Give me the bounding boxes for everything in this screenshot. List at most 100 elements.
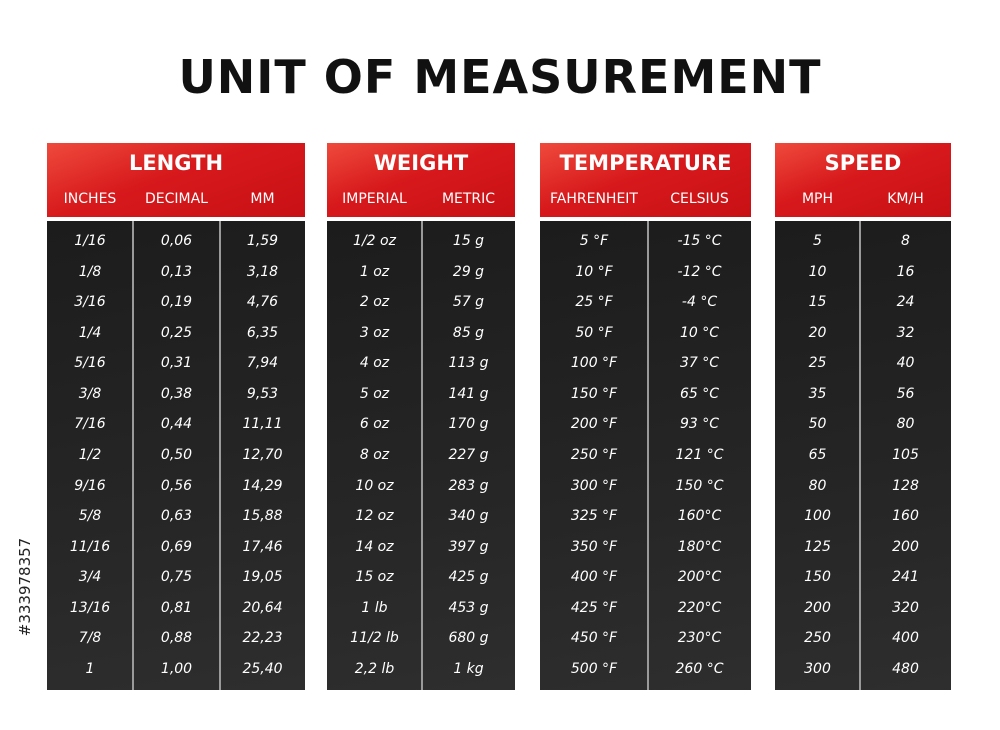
cell: 10 oz [355, 477, 394, 494]
cell: 397 g [448, 538, 489, 555]
cell: 1/2 [78, 446, 102, 463]
cell: 1,59 [246, 233, 279, 249]
cell: 1,00 [160, 660, 193, 677]
cell: 200 °F [570, 416, 618, 433]
cell: 10 °F [575, 263, 613, 280]
cell: 10 [808, 263, 827, 280]
cell: 500 °F [570, 660, 618, 677]
cell: 35 [808, 385, 827, 402]
cell: 15 g [452, 233, 485, 249]
cell: 65 °C [679, 385, 720, 402]
column-header: MPH [801, 191, 834, 207]
cell: 121 °C [675, 446, 724, 463]
cell: 680 g [448, 630, 489, 647]
cell: 7,94 [246, 355, 279, 372]
cell: 1 oz [359, 263, 390, 280]
cell: 0,38 [160, 385, 193, 402]
cell: 150 [804, 569, 831, 586]
table-header: SPEED MPH KM/H [775, 143, 951, 217]
page-title: UNIT OF MEASUREMENT [178, 50, 822, 104]
cell: 300 [804, 660, 831, 677]
column-header: MM [250, 191, 275, 207]
cell: 480 [892, 660, 919, 677]
cell: 20 [808, 324, 827, 341]
cell: 0,50 [160, 446, 193, 463]
cell: 5 [813, 233, 822, 249]
cell: 7/16 [74, 416, 106, 433]
cell: 2,2 lb [354, 660, 395, 677]
cell: 200 [804, 599, 831, 616]
cell: 260 °C [675, 660, 724, 677]
table: TEMPERATURE FAHRENHEIT CELSIUS 5 °F -15 °C 10… [540, 143, 751, 690]
cell: 128 [892, 477, 919, 494]
cell: 9,53 [246, 385, 279, 402]
cell: 1/2 oz [353, 233, 396, 249]
cell: 113 g [448, 355, 489, 372]
cell: 3/4 [78, 569, 102, 586]
cell: 250 [804, 630, 831, 647]
cell: 400 [892, 630, 919, 647]
table-header: LENGTH INCHES DECIMAL MM [47, 143, 305, 217]
table-body: 5 8 10 16 15 24 20 32 25 40 35 56 50 80 65 105 80 128 100 1… [775, 221, 951, 690]
cell: 425 g [448, 569, 489, 586]
cell: 6 oz [359, 416, 390, 433]
cell: 450 °F [570, 630, 618, 647]
column-header: METRIC [441, 191, 496, 207]
column-header: KM/H [887, 191, 924, 207]
cell: 170 g [448, 416, 489, 433]
cell: 150 °F [570, 385, 618, 402]
cell: 180°C [677, 538, 722, 555]
cell: 50 [808, 416, 827, 433]
cell: -15 °C [677, 233, 722, 249]
cell: 57 g [452, 294, 485, 311]
table-header: TEMPERATURE FAHRENHEIT CELSIUS [540, 143, 751, 217]
column-divider [421, 221, 423, 690]
cell: 16 [896, 263, 915, 280]
table-body: 1/2 oz 15 g 1 oz 29 g 2 oz 57 g 3 oz 85 g 4 oz 11… [327, 221, 515, 690]
cell: 320 [892, 599, 919, 616]
cell: 100 [804, 508, 831, 525]
cell: 1/4 [78, 324, 102, 341]
cell: 20,64 [242, 599, 283, 616]
cell: 0,69 [160, 538, 193, 555]
column-divider [219, 221, 221, 690]
cell: 325 °F [570, 508, 618, 525]
cell: 11/16 [69, 538, 111, 555]
column-divider [859, 221, 861, 690]
cell: 65 [808, 446, 827, 463]
table-title: TEMPERATURE [559, 151, 732, 175]
cell: 5 °F [579, 233, 609, 249]
table: SPEED MPH KM/H 5 8 10 16 15 24 20 32 25 40 35 56 50 80 65… [775, 143, 951, 690]
cell: 241 [892, 569, 919, 586]
cell: 14 oz [355, 538, 394, 555]
cell: 200 [892, 538, 919, 555]
cell: 0,56 [160, 477, 193, 494]
cell: 93 °C [679, 416, 720, 433]
cell: 12 oz [355, 508, 394, 525]
cell: 32 [896, 324, 915, 341]
cell: 0,63 [160, 508, 193, 525]
cell: 11/2 lb [350, 630, 399, 647]
table-header: WEIGHT IMPERIAL METRIC [327, 143, 515, 217]
cell: 0,44 [160, 416, 193, 433]
cell: 0,75 [160, 569, 193, 586]
cell: 85 g [452, 324, 485, 341]
cell: 8 oz [359, 446, 390, 463]
cell: 5 oz [359, 385, 390, 402]
cell: 0,88 [160, 630, 193, 647]
table: WEIGHT IMPERIAL METRIC 1/2 oz 15 g 1 oz 29 g 2 … [327, 143, 515, 690]
cell: 19,05 [242, 569, 283, 586]
cell: -12 °C [677, 263, 722, 280]
cell: 250 °F [570, 446, 618, 463]
cell: 0,25 [160, 324, 193, 341]
cell: 150 °C [675, 477, 724, 494]
table-body: 1/16 0,06 1,59 1/8 0,13 3,18 3/16 0,19 4,76 1/4 0,… [47, 221, 305, 690]
cell: 11,11 [242, 416, 283, 433]
cell: 340 g [448, 508, 489, 525]
cell: 37 °C [679, 355, 720, 372]
table: LENGTH INCHES DECIMAL MM 1/16 0,06 1,59 1/8 0,13… [47, 143, 305, 690]
cell: 12,70 [242, 446, 283, 463]
cell: 3,18 [246, 263, 279, 280]
cell: 227 g [448, 446, 489, 463]
cell: 56 [896, 385, 915, 402]
